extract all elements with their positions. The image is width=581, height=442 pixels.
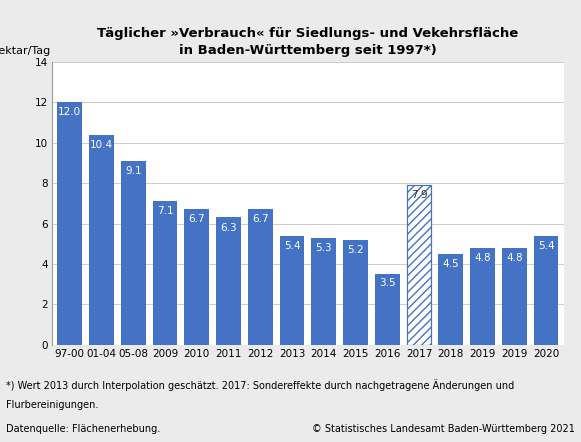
Text: *) Wert 2013 durch Interpolation geschätzt. 2017: Sondereffekte durch nachgetrag: *) Wert 2013 durch Interpolation geschät…	[6, 379, 514, 391]
Text: Hektar/Tag: Hektar/Tag	[0, 46, 51, 56]
Bar	[311, 238, 336, 345]
Text: 5.4: 5.4	[538, 241, 554, 251]
Title: Täglicher »Verbrauch« für Siedlungs- und Vekehrsfläche
in Baden-Württemberg seit: Täglicher »Verbrauch« für Siedlungs- und…	[97, 27, 519, 57]
Text: 5.2: 5.2	[347, 245, 364, 255]
Bar	[121, 161, 146, 345]
Bar	[248, 210, 272, 345]
Bar	[407, 185, 432, 345]
Text: 6.7: 6.7	[252, 214, 268, 225]
Bar	[407, 185, 432, 345]
Text: 7.9: 7.9	[411, 190, 428, 200]
Text: 9.1: 9.1	[125, 166, 142, 176]
Text: 6.3: 6.3	[220, 222, 237, 232]
Text: 5.3: 5.3	[315, 243, 332, 253]
Text: 7.1: 7.1	[157, 206, 173, 216]
Bar	[58, 102, 82, 345]
Bar	[470, 248, 495, 345]
Text: © Statistisches Landesamt Baden-Württemberg 2021: © Statistisches Landesamt Baden-Württemb…	[313, 424, 575, 434]
Bar	[343, 240, 368, 345]
Bar	[439, 254, 463, 345]
Text: 10.4: 10.4	[90, 140, 113, 150]
Text: Flurbereinigungen.: Flurbereinigungen.	[6, 400, 98, 410]
Bar	[279, 236, 304, 345]
Bar	[375, 274, 400, 345]
Text: 4.8: 4.8	[474, 253, 491, 263]
Text: 4.8: 4.8	[506, 253, 523, 263]
Text: 4.5: 4.5	[443, 259, 459, 269]
Bar	[89, 135, 114, 345]
Bar	[502, 248, 527, 345]
Text: 12.0: 12.0	[58, 107, 81, 117]
Bar	[184, 210, 209, 345]
Text: Datenquelle: Flächenerhebung.: Datenquelle: Flächenerhebung.	[6, 424, 160, 434]
Text: 3.5: 3.5	[379, 278, 396, 289]
Bar	[153, 201, 177, 345]
Bar	[534, 236, 558, 345]
Text: 6.7: 6.7	[188, 214, 205, 225]
Bar	[216, 217, 241, 345]
Text: 5.4: 5.4	[284, 241, 300, 251]
